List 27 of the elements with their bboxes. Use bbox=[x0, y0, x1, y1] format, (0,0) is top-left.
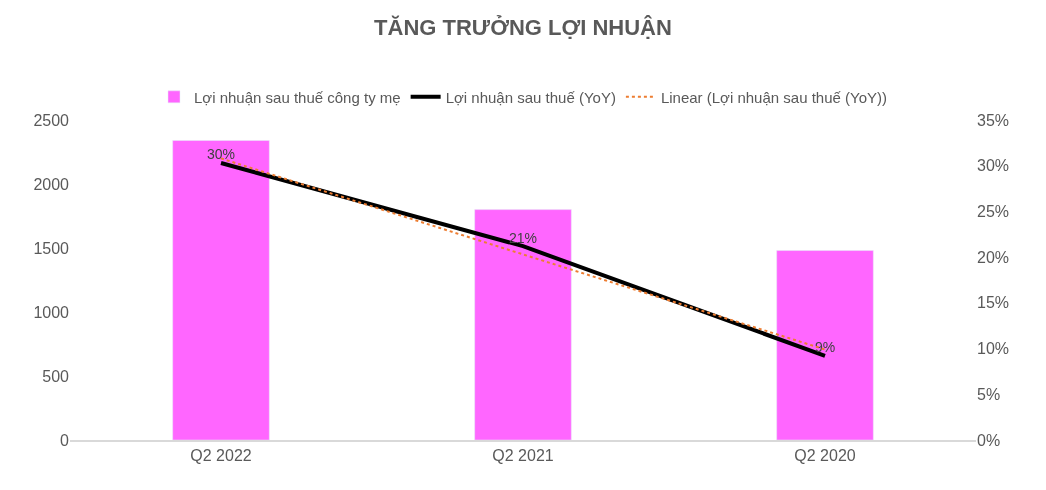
legend-label: Lợi nhuận sau thuế (YoY) bbox=[445, 88, 616, 106]
x-tick-label: Q2 2022 bbox=[190, 447, 252, 465]
y-tick-label: 2000 bbox=[33, 175, 70, 193]
legend-label: Lợi nhuận sau thuế công ty mẹ bbox=[194, 88, 401, 106]
y2-tick-label: 20% bbox=[977, 248, 1010, 266]
bar bbox=[474, 209, 572, 440]
data-label: 30% bbox=[206, 146, 236, 163]
chart-title: TĂNG TRƯỞNG LỢI NHUẬN bbox=[374, 15, 672, 40]
legend-label: Linear (Lợi nhuận sau thuế (YoY)) bbox=[660, 88, 887, 106]
y2-tick-label: 35% bbox=[977, 111, 1010, 129]
bar bbox=[776, 250, 874, 440]
y-tick-label: 1500 bbox=[33, 239, 70, 257]
y-tick-label: 1000 bbox=[33, 303, 70, 321]
x-tick-label: Q2 2021 bbox=[492, 447, 554, 465]
y2-tick-label: 0% bbox=[977, 431, 1001, 449]
data-label: 21% bbox=[508, 229, 538, 246]
y-tick-label: 0 bbox=[60, 431, 70, 449]
y2-tick-label: 5% bbox=[977, 385, 1001, 403]
y-tick-label: 500 bbox=[42, 367, 70, 385]
y-tick-label: 2500 bbox=[33, 111, 70, 129]
y2-tick-label: 15% bbox=[977, 294, 1010, 312]
data-label: 9% bbox=[814, 339, 836, 356]
y2-tick-label: 10% bbox=[977, 340, 1010, 358]
y2-tick-label: 30% bbox=[977, 157, 1010, 175]
x-tick-label: Q2 2020 bbox=[794, 447, 856, 465]
bar bbox=[172, 140, 270, 440]
y2-tick-label: 25% bbox=[977, 203, 1010, 221]
